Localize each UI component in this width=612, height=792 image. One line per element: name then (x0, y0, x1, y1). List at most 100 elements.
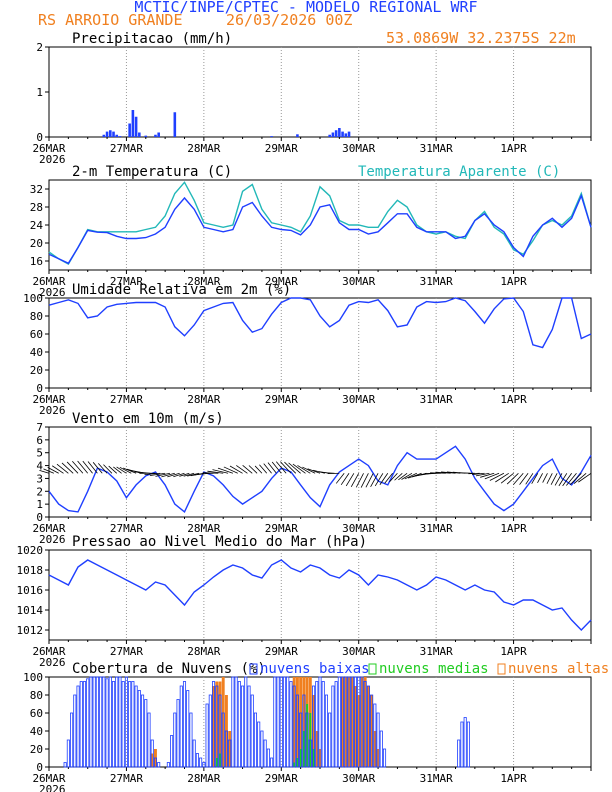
cloud-low-bar (173, 712, 177, 768)
wind-barb (236, 465, 248, 474)
x-tick-label: 29MAR (265, 772, 298, 785)
cloud-low-bar (241, 685, 245, 768)
cloud-low-bar (70, 712, 74, 768)
wind-barb (562, 473, 572, 487)
x-tick-label: 27MAR (110, 645, 143, 658)
wind-speed-line (48, 445, 592, 514)
cloud-high-bar (150, 753, 154, 767)
wind-barb (254, 465, 263, 474)
location-label: RS ARROIO GRANDE (38, 11, 183, 29)
y-tick-label: 0 (36, 761, 43, 774)
x-tick-label: 1APR (500, 645, 527, 658)
wind-barb (506, 472, 519, 485)
wind-barb (43, 468, 54, 474)
wind-barb (87, 461, 98, 474)
precip-bar (118, 136, 122, 137)
cloud-low-bar (86, 678, 90, 768)
cloud-low-bar (179, 685, 183, 768)
panel-5: 1012 1014 1016 1018 1020 26MAR 27MAR 28MAR 29MAR… (17, 534, 592, 669)
x-tick-label: 31MAR (420, 522, 453, 535)
cloud-low-bar (195, 753, 199, 768)
wind-barb (103, 464, 113, 474)
precip-bar (102, 134, 106, 137)
x-tick-label: 26MAR (32, 142, 65, 155)
x-tick-label: 27MAR (110, 393, 143, 406)
y-tick-label: 100 (23, 292, 43, 305)
y-tick-label: 1012 (17, 624, 44, 637)
cloud-low-bar (247, 685, 251, 768)
wind-barb (155, 472, 171, 477)
wind-barb (370, 473, 379, 487)
x-year-label: 2026 (39, 404, 66, 417)
y-tick-label: 60 (30, 707, 43, 720)
x-tick-label: 29MAR (265, 393, 298, 406)
cloud-low-bar (202, 762, 206, 768)
wind-barb (335, 473, 345, 484)
wind-barb (401, 472, 413, 480)
precip-bar (173, 112, 177, 137)
x-year-label: 2026 (39, 533, 66, 546)
cloud-low-bar (273, 676, 277, 768)
precip-bar (296, 134, 299, 137)
cloud-low-bar (170, 735, 174, 768)
wind-barb (355, 473, 364, 488)
humidity-line (48, 297, 592, 349)
precip-bar (138, 132, 141, 137)
cloud-high-bar (341, 677, 345, 767)
precip-bar (115, 134, 119, 137)
wind-barb (97, 463, 108, 474)
wind-barb (360, 473, 369, 488)
cloud-high-bar (228, 731, 232, 767)
wind-barb (202, 472, 219, 474)
wind-barb (489, 472, 505, 481)
panel-title: 2-m Temperatura (C) (72, 164, 232, 180)
wind-barb (66, 461, 79, 474)
x-tick-label: 26MAR (32, 772, 65, 785)
y-tick-label: 4 (36, 460, 43, 473)
panel-title: Umidade Relativa em 2m (%) (72, 282, 291, 298)
cloud-low-bar (95, 676, 99, 768)
x-tick-label: 31MAR (420, 772, 453, 785)
coords-label: 53.0869W 32.2375S 22m (386, 29, 576, 47)
cloud-low-bar (102, 676, 106, 768)
wind-barb (173, 472, 185, 478)
x-tick-label: 28MAR (187, 645, 220, 658)
cloud-high-bar (302, 677, 306, 767)
cloud-low-bar (141, 694, 145, 768)
cloud-low-bar (231, 676, 235, 768)
run-label: 26/03/2026 00Z (226, 11, 352, 29)
wind-barb (435, 471, 451, 474)
precip-bar (105, 131, 109, 137)
wind-barb (495, 472, 509, 483)
wind-barb (302, 466, 316, 474)
cloud-low-bar (111, 681, 116, 768)
x-tick-label: 29MAR (265, 645, 298, 658)
cloud-low-bar (299, 712, 303, 768)
panel-title: Precipitacao (mm/h) (72, 31, 232, 47)
legend-label: nuvens altas (508, 661, 609, 677)
y-tick-label: 1 (36, 86, 43, 99)
wind-barb (525, 473, 534, 485)
x-tick-label: 28MAR (187, 142, 220, 155)
y-tick-label: 0 (36, 511, 43, 524)
x-tick-label: 31MAR (420, 645, 453, 658)
cloud-high-bar (344, 677, 348, 767)
cloud-low-bar (460, 721, 464, 768)
precip-bar (341, 131, 344, 137)
cloud-low-bar (286, 676, 290, 768)
cloud-low-bar (331, 685, 335, 768)
cloud-low-bar (150, 739, 154, 768)
wind-barb (267, 462, 277, 474)
cloud-low-bar (199, 757, 203, 768)
cloud-low-bar (89, 676, 93, 768)
cloud-high-bar (215, 681, 219, 767)
cloud-low-bar (157, 762, 161, 768)
cloud-low-bar (128, 681, 132, 768)
wind-barb (149, 472, 166, 477)
cloud-low-bar (321, 681, 325, 768)
wind-barb (558, 473, 568, 487)
wind-barb (554, 473, 563, 486)
panel-1: 0 1 2 26MAR 27MAR 28MAR 29MAR 30MAR 31MAR 1APR 202… (32, 31, 592, 166)
